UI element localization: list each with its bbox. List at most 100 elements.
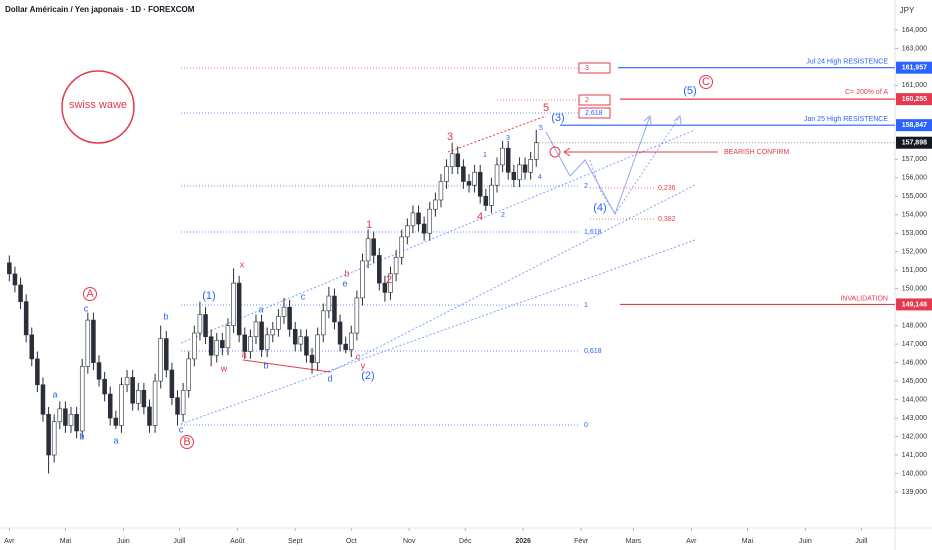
y-tick-label: 152,000 <box>902 249 927 256</box>
wave-label: w <box>220 363 228 373</box>
level-badge <box>896 298 932 311</box>
candle-body <box>533 142 539 160</box>
candle-body <box>315 334 320 363</box>
x-tick-label: Juill <box>855 538 868 545</box>
drawings <box>180 115 718 425</box>
candle-body <box>158 338 163 382</box>
y-tick-label: 151,000 <box>902 267 927 274</box>
x-tick-label: Févr <box>574 538 589 545</box>
y-tick-label: 153,000 <box>902 230 927 237</box>
x-tick-label: Déc <box>459 538 472 545</box>
wave-label: C <box>702 76 710 88</box>
candle-body <box>124 377 130 386</box>
y-tick-label: 148,000 <box>902 322 927 329</box>
fib-label: 0,236 <box>658 185 676 192</box>
arrow-head <box>563 147 571 157</box>
candle-body <box>298 336 304 345</box>
y-tick-label: 154,000 <box>902 212 927 219</box>
wave-label: e <box>342 278 347 288</box>
candle-body <box>371 238 376 256</box>
level-text: Jul 24 High RESISTENCE <box>806 59 888 66</box>
candle-body <box>433 199 438 210</box>
chart-title: Dollar Américain / Yen japonais · 1D · F… <box>5 5 195 14</box>
y-tick-label: 150,000 <box>902 286 927 293</box>
wave-label: c <box>179 424 184 434</box>
candle-body <box>141 390 147 408</box>
candle-body <box>231 282 236 326</box>
signal-circle <box>549 146 561 158</box>
candle-body <box>511 171 517 180</box>
currency-label: JPY <box>900 6 915 15</box>
candle-body <box>63 408 68 426</box>
arrow-head <box>643 115 652 125</box>
candle-body <box>410 212 416 227</box>
y-tick-label: 145,000 <box>902 378 927 385</box>
candle-body <box>147 406 152 426</box>
arrow-head <box>673 115 682 125</box>
x-tick-label: Juin <box>117 538 130 545</box>
last-price-label: 157,898 <box>902 140 927 147</box>
level-text: Jan 25 High RESISTENCE <box>804 116 888 123</box>
fib-label: 0 <box>584 422 588 429</box>
candle-body <box>449 153 455 167</box>
candle-body <box>180 390 186 415</box>
candle-body <box>242 334 248 352</box>
candle-body <box>107 393 113 419</box>
candle-body <box>343 343 348 350</box>
wave-label: (5) <box>683 85 696 97</box>
candle-body <box>175 397 180 415</box>
candle-body <box>186 358 191 391</box>
wave-label: d <box>327 373 332 383</box>
channel-line <box>180 239 696 425</box>
candle-body <box>444 166 449 182</box>
y-tick-label: 140,000 <box>902 470 927 477</box>
candle-body <box>354 297 360 334</box>
wave-label: 3 <box>447 131 453 143</box>
wave-label: 2 <box>386 274 392 286</box>
fib-label: 2,618 <box>585 110 603 117</box>
y-tick-label: 141,000 <box>902 452 927 459</box>
logo-text: swiss wawe <box>69 99 127 111</box>
wave-label: B <box>183 436 190 448</box>
x-tick-label: Juin <box>799 538 812 545</box>
wave-label: (3) <box>551 112 564 124</box>
level-badge-label: 161,957 <box>902 65 927 72</box>
wave-label: 1 <box>366 219 372 231</box>
candle-body <box>164 338 169 371</box>
level-badge <box>896 61 932 74</box>
candle-body <box>18 284 23 302</box>
candle-body <box>466 181 472 186</box>
x-tick-label: Sept <box>288 538 302 545</box>
wave-label: (2) <box>361 370 374 382</box>
wave-circle <box>699 75 713 89</box>
candle-body <box>169 369 175 399</box>
candle-body <box>421 223 427 234</box>
wave-line <box>447 115 547 153</box>
y-tick-label: 147,000 <box>902 341 927 348</box>
wave-label: a <box>258 304 263 314</box>
y-tick-label: 139,000 <box>902 489 927 496</box>
level-badge-label: 160,255 <box>902 96 927 103</box>
level-badge <box>896 119 932 132</box>
candle-body <box>489 184 494 206</box>
wave-label: A <box>86 288 94 300</box>
wave-label: 4 <box>477 211 483 223</box>
candle-body <box>349 332 354 350</box>
candle-body <box>337 321 343 345</box>
wave-label: b <box>79 431 84 441</box>
candle-body <box>96 362 102 380</box>
x-tick-label: Mai <box>742 538 754 545</box>
wave-label: a <box>113 435 118 445</box>
candle-body <box>276 316 281 330</box>
x-tick-label: Oct <box>346 538 357 545</box>
y-tick-label: 161,000 <box>902 82 927 89</box>
y-tick-label: 164,000 <box>902 27 927 34</box>
x-tick-label: Mai <box>60 538 72 545</box>
candle-body <box>220 340 225 349</box>
x-tick-label: Août <box>230 538 244 545</box>
candle-body <box>309 354 315 363</box>
candle-body <box>281 306 287 317</box>
wave-label: 5 <box>539 125 543 132</box>
candle-body <box>40 384 46 415</box>
